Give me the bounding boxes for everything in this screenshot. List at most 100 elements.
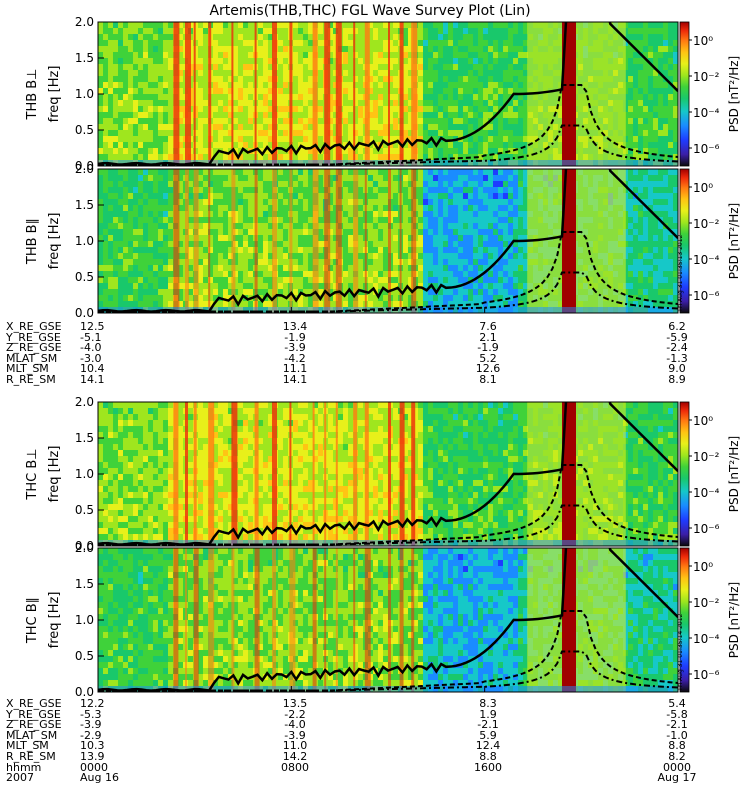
- y-tick-label: 1.0: [75, 234, 94, 248]
- timestamp-stamp: Fri Aug 31 01:35:14 2012: [677, 613, 684, 690]
- orbit-row-label: MLT_SM: [6, 362, 49, 376]
- colorbar-tick-label: 10⁻²: [693, 450, 720, 464]
- orbit-value: -2.4: [666, 341, 688, 355]
- orbit-row-label: hhmm: [6, 760, 42, 774]
- orbit-value: -3.0: [80, 351, 102, 365]
- orbit-value: Aug 16: [80, 771, 119, 785]
- y-tick-label: 0.5: [75, 270, 94, 284]
- colorbar-label: PSD [nT²/Hz]: [727, 203, 741, 279]
- orbit-value: 12.6: [475, 362, 501, 376]
- y-axis-label: freq [Hz]: [47, 66, 62, 123]
- colorbar: [679, 401, 690, 547]
- orbit-value: -1.9: [284, 330, 306, 344]
- colorbar-tick-label: 10⁰: [693, 560, 713, 574]
- y-tick-label: 1.0: [75, 87, 94, 101]
- orbit-value: 10.4: [80, 362, 105, 376]
- orbit-value: 13.5: [282, 697, 308, 710]
- colorbar-tick-label: 10⁻⁶: [693, 668, 720, 682]
- y-tick-label: 1.5: [75, 577, 94, 591]
- colorbar-tick-label: 10⁻⁶: [693, 522, 720, 536]
- probe-component-label: THB B∥: [25, 218, 40, 265]
- orbit-value: 11.1: [282, 362, 308, 376]
- orbit-row-label: Z_RE_GSE: [6, 341, 62, 355]
- orbit-value: 6.2: [668, 320, 686, 333]
- y-tick-label: 1.0: [75, 467, 94, 481]
- spectrogram-panel-thc-bpar: 0.0 0.5 1.0 1.5 2.0 freq [Hz] THC B∥ 10⁰ 10⁻² 10⁻…: [25, 541, 741, 699]
- spectrogram-image: [98, 22, 678, 166]
- orbit-value: 11.0: [282, 739, 308, 753]
- spectrogram-image: [98, 548, 678, 692]
- colorbar-tick-label: 10⁻²: [693, 217, 720, 231]
- orbit-value: 8.3: [479, 697, 497, 710]
- colorbar-tick-label: 10⁻⁴: [693, 632, 720, 646]
- colorbar-tick-label: 10⁻⁶: [693, 142, 720, 156]
- orbit-row-label: R_RE_SM: [6, 750, 56, 763]
- y-tick-label: 0.5: [75, 123, 94, 137]
- y-tick-label: 0.0: [75, 306, 94, 320]
- colorbar-tick-label: 10⁻⁶: [693, 289, 720, 303]
- orbit-value: 14.1: [282, 373, 308, 386]
- y-tick-label: 0.0: [75, 685, 94, 699]
- probe-component-label: THC B∥: [25, 597, 40, 644]
- orbit-value: -2.1: [666, 718, 688, 732]
- colorbar-tick-label: 10⁰: [693, 34, 713, 48]
- orbit-value: 8.8: [668, 739, 686, 753]
- orbit-value: 14.2: [282, 750, 308, 763]
- spectrogram-image: [98, 402, 678, 546]
- y-tick-label: 1.5: [75, 198, 94, 212]
- gyrofrequency-dashed-line: [98, 610, 678, 692]
- y-tick-label: 2.0: [75, 15, 94, 29]
- colorbar-tick-label: 10⁻⁴: [693, 486, 720, 500]
- spectrogram-panel-thb-bpar: 0.0 0.5 1.0 1.5 2.0 freq [Hz] THB B∥ 10⁰ 10⁻² 10⁻…: [25, 162, 741, 320]
- gyrofrequency-dashed-line: [98, 464, 678, 546]
- gyrofrequency-dashed-line: [98, 124, 678, 166]
- orbit-value: 7.6: [479, 320, 497, 333]
- gyrofrequency-dashed-line: [98, 231, 678, 313]
- figure-title: Artemis(THB,THC) FGL Wave Survey Plot (L…: [209, 3, 530, 19]
- y-axis-label: freq [Hz]: [47, 592, 62, 649]
- orbit-value: -5.3: [80, 707, 102, 721]
- colorbar-tick-label: 10⁻⁴: [693, 106, 720, 120]
- orbit-value: -5.9: [666, 330, 688, 344]
- orbit-table-thb: X_RE_GSE 12.5 13.4 7.6 6.2 Y_RE_GSE -5.1 -1.9 2.…: [0, 320, 750, 392]
- orbit-value: 8.2: [668, 750, 686, 763]
- orbit-value: -1.9: [477, 341, 499, 355]
- y-tick-label: 2.0: [75, 395, 94, 409]
- y-tick-label: 0.5: [75, 649, 94, 663]
- colorbar-tick-label: 10⁰: [693, 181, 713, 195]
- colorbar: [679, 168, 690, 314]
- orbit-row-label: X_RE_GSE: [6, 320, 62, 333]
- orbit-value: 5.2: [479, 351, 497, 365]
- orbit-table-thc: X_RE_GSE 12.2 13.5 8.3 5.4 Y_RE_GSE -5.3 -2.2 1.…: [0, 697, 750, 799]
- orbit-row-label: Y_RE_GSE: [6, 707, 61, 721]
- orbit-value: 10.3: [80, 739, 105, 753]
- orbit-value: 14.1: [80, 373, 105, 386]
- y-tick-label: 0.0: [75, 539, 94, 553]
- colorbar-tick-label: 10⁻²: [693, 596, 720, 610]
- gyrofrequency-solid-line: [98, 22, 678, 166]
- colorbar-label: PSD [nT²/Hz]: [727, 56, 741, 132]
- gyrofrequency-dashed-line: [98, 504, 678, 546]
- orbit-value: 8.8: [479, 750, 497, 763]
- orbit-value: 0000: [80, 760, 108, 774]
- orbit-value: 0000: [663, 760, 691, 774]
- orbit-value: 0800: [281, 760, 309, 774]
- orbit-value: Aug 17: [657, 771, 697, 785]
- orbit-value: 12.4: [475, 739, 501, 753]
- y-tick-label: 2.0: [75, 162, 94, 176]
- orbit-row-label: Y_RE_GSE: [6, 330, 61, 344]
- orbit-value: -4.0: [284, 718, 306, 732]
- orbit-value: 2.1: [479, 330, 497, 344]
- orbit-value: -2.1: [477, 718, 499, 732]
- y-tick-label: 0.5: [75, 503, 94, 517]
- orbit-value: 1600: [474, 760, 502, 774]
- y-tick-label: 2.0: [75, 541, 94, 555]
- probe-component-label: THC B⊥: [25, 448, 40, 500]
- orbit-value: 1.9: [479, 707, 497, 721]
- orbit-value: -1.3: [666, 351, 688, 365]
- spectrogram-panel-thc-bperp: 0.0 0.5 1.0 1.5 2.0 freq [Hz] THC B⊥ 10⁰ 10⁻² 10⁻…: [25, 395, 741, 553]
- colorbar: [679, 21, 690, 167]
- orbit-value: -4.0: [80, 341, 102, 355]
- gyrofrequency-dashed-line: [98, 271, 678, 313]
- orbit-value: -1.0: [666, 728, 688, 742]
